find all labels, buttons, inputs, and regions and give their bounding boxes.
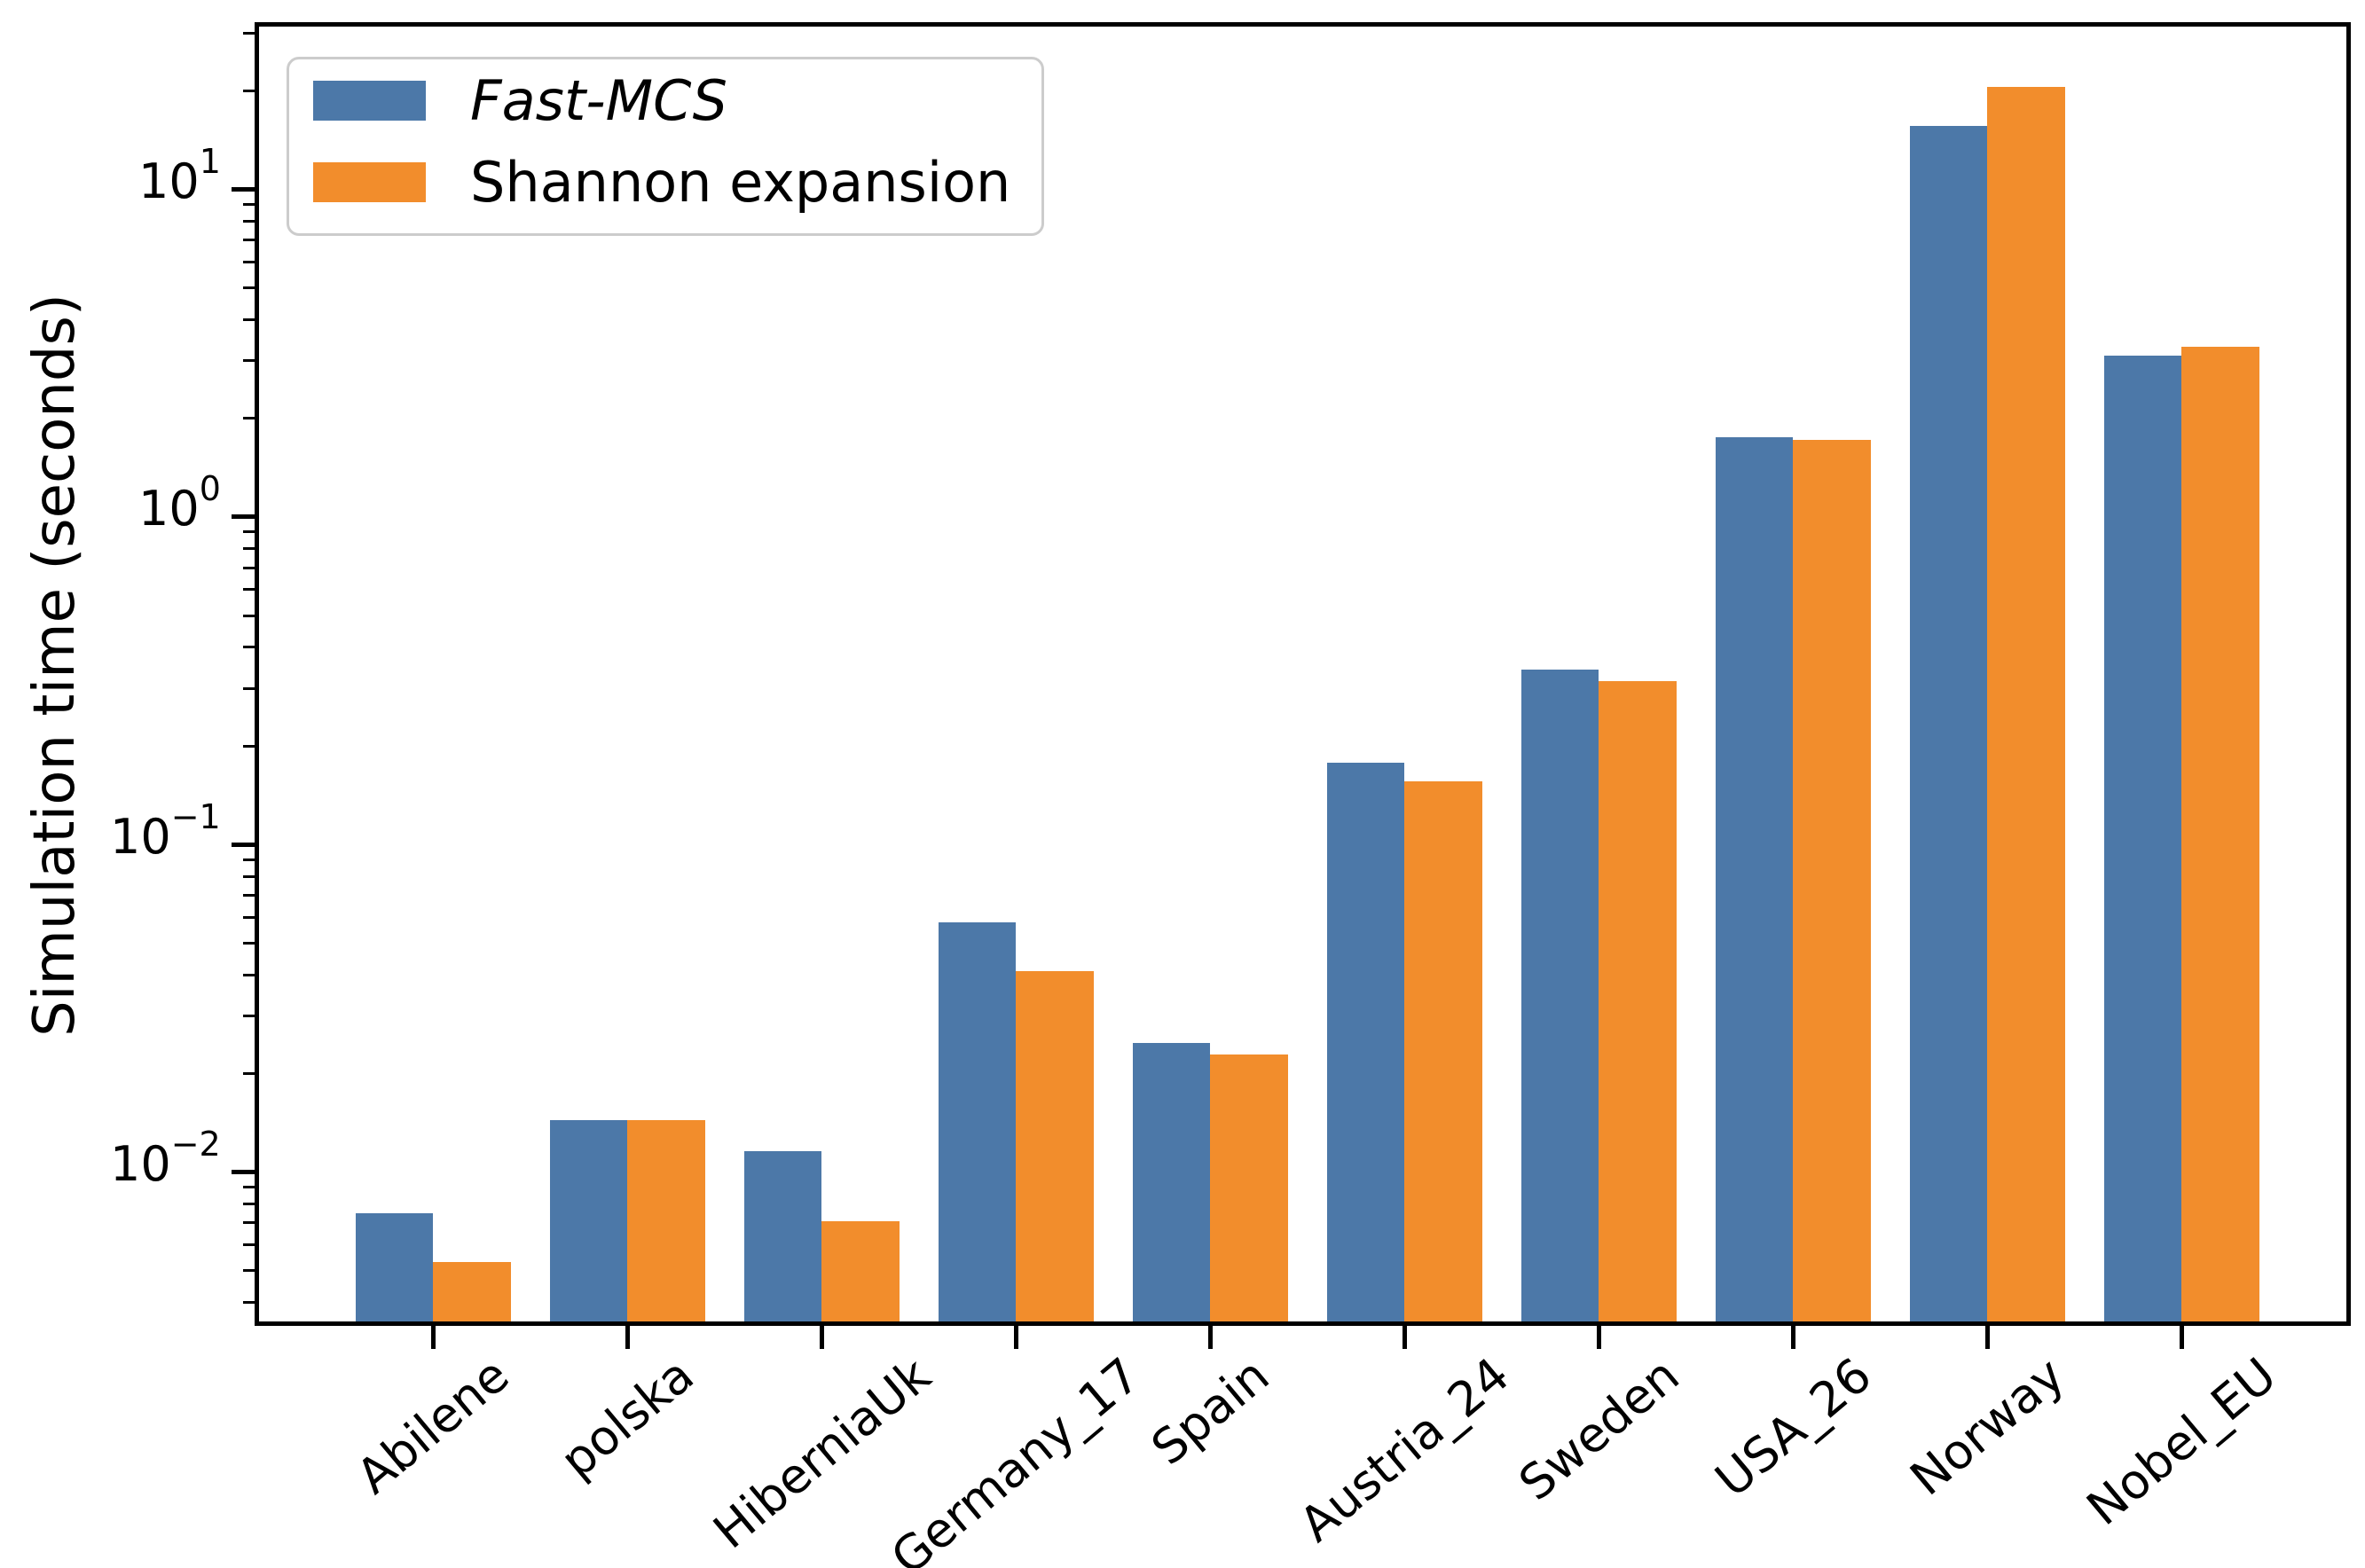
bar-shannon-expansion-sweden [1599,680,1677,1321]
axis-spine-top [259,22,2346,27]
y-minor-tick [243,858,255,861]
bar-fast-mcs-austria_24 [1326,762,1404,1321]
bar-fast-mcs-spain [1132,1042,1210,1321]
y-minor-tick [243,744,255,748]
y-minor-tick [243,588,255,592]
x-tick-label-sweden: Sweden [1508,1346,1690,1511]
legend: Fast-MCS Shannon expansion [287,57,1044,236]
y-minor-tick [243,893,255,897]
x-tick-label-austria_24: Austria_24 [1289,1346,1520,1553]
y-minor-tick [243,1269,255,1273]
y-minor-tick [243,614,255,617]
bar-fast-mcs-usa_26 [1715,437,1793,1321]
x-tick-label-norway: Norway [1899,1346,2075,1507]
bar-fast-mcs-nobel_eu [2103,356,2181,1321]
bar-fast-mcs-polska [549,1120,627,1321]
y-minor-tick [243,219,255,223]
y-minor-tick [243,973,255,976]
legend-swatch-fast-mcs [313,81,426,121]
y-minor-tick [243,1221,255,1225]
y-minor-tick [243,1014,255,1017]
x-major-tick [1207,1326,1213,1349]
axis-spine-right [2346,22,2351,1326]
bar-shannon-expansion-nobel_eu [2181,347,2259,1321]
x-major-tick [2179,1326,2184,1349]
y-minor-tick [243,1301,255,1305]
y-major-tick [232,842,255,847]
x-major-tick [430,1326,436,1349]
bar-fast-mcs-norway [1909,126,1987,1321]
bar-shannon-expansion-polska [627,1120,705,1321]
x-major-tick [625,1326,630,1349]
y-minor-tick [243,686,255,690]
y-minor-tick [243,646,255,649]
x-tick-label-abilene: Abilene [346,1346,520,1505]
y-minor-tick [243,239,255,242]
y-minor-tick [243,566,255,569]
y-tick-label: 101 [138,142,221,210]
x-major-tick [1984,1326,1990,1349]
bar-fast-mcs-abilene [355,1212,433,1321]
x-major-tick [1790,1326,1795,1349]
bar-fast-mcs-hiberniauk [743,1150,821,1321]
y-minor-tick [243,286,255,290]
y-minor-tick [243,31,255,35]
x-tick-label-nobel_eu: Nobel_EU [2076,1346,2287,1536]
bar-shannon-expansion-abilene [433,1262,511,1321]
bar-shannon-expansion-norway [1987,86,2065,1321]
y-minor-tick [243,1202,255,1205]
y-tick-label: 100 [138,469,221,537]
y-major-tick [232,1170,255,1175]
y-major-tick [232,514,255,520]
x-tick-label-polska: polska [549,1346,704,1489]
x-tick-label-usa_26: USA_26 [1704,1346,1882,1508]
y-tick-label: 10−1 [110,796,221,865]
y-minor-tick [243,1243,255,1247]
x-major-tick [819,1326,824,1349]
x-major-tick [1013,1326,1018,1349]
axis-spine-left [255,22,259,1326]
y-minor-tick [243,202,255,206]
bar-shannon-expansion-germany_17 [1016,971,1094,1321]
y-minor-tick [243,941,255,945]
y-minor-tick [243,359,255,363]
y-minor-tick [243,1186,255,1188]
y-minor-tick [243,547,255,551]
bar-shannon-expansion-austria_24 [1404,780,1482,1321]
axis-spine-bottom [259,1321,2346,1326]
y-minor-tick [243,874,255,878]
x-major-tick [1596,1326,1601,1349]
y-minor-tick [243,318,255,322]
legend-label-shannon-expansion: Shannon expansion [470,150,1011,215]
bar-shannon-expansion-usa_26 [1793,439,1871,1321]
plot-area [259,27,2346,1321]
y-minor-tick [243,417,255,420]
bar-shannon-expansion-spain [1210,1054,1288,1321]
y-axis-label: Simulation time (seconds) [22,294,88,1037]
y-minor-tick [243,89,255,92]
y-minor-tick [243,1071,255,1075]
y-minor-tick [243,260,255,263]
bar-fast-mcs-germany_17 [938,921,1016,1321]
y-major-tick [232,187,255,192]
y-minor-tick [243,530,255,534]
bar-fast-mcs-sweden [1520,669,1599,1321]
y-tick-label: 10−2 [110,1125,221,1193]
x-major-tick [1402,1326,1407,1349]
y-minor-tick [243,915,255,919]
x-tick-label-spain: Spain [1140,1346,1279,1476]
legend-swatch-shannon-expansion [313,162,426,202]
bar-shannon-expansion-hiberniauk [821,1220,900,1321]
legend-label-fast-mcs: Fast-MCS [470,68,727,133]
